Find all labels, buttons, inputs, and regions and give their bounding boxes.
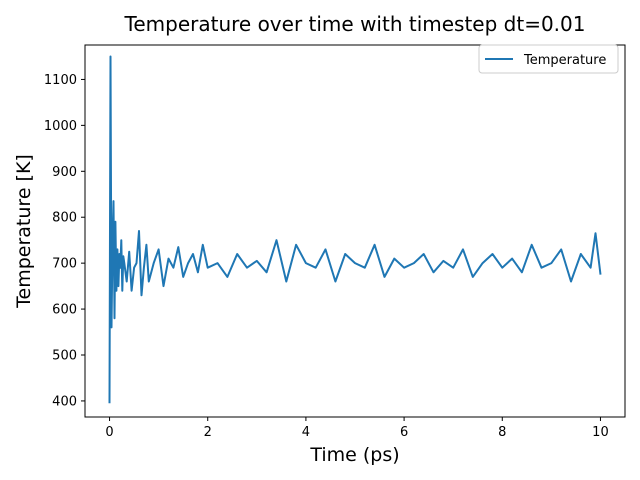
legend-box — [478, 44, 619, 74]
x-tick-label: 2 — [204, 425, 212, 440]
plot-frame — [84, 44, 626, 418]
y-tick-label: 900 — [52, 165, 77, 180]
series-line-0 — [108, 55, 602, 404]
y-tick-label: 800 — [52, 211, 77, 226]
x-tick-label: 6 — [400, 425, 408, 440]
y-axis-ticks: 400 500 600 700 800 900 1000 1100 — [44, 73, 85, 409]
series-group — [108, 55, 602, 404]
y-tick-label: 700 — [52, 257, 77, 272]
x-axis-ticks: 0 2 4 6 8 10 — [105, 417, 609, 440]
x-tick-label: 8 — [498, 425, 506, 440]
x-tick-label: 10 — [592, 425, 609, 440]
y-tick-label: 1000 — [44, 119, 77, 134]
x-tick-label: 0 — [105, 425, 113, 440]
plot-background — [85, 45, 625, 417]
y-axis-label: Temperature [K] — [13, 154, 35, 309]
y-tick-label: 500 — [52, 349, 77, 364]
chart-title: Temperature over time with timestep dt=0… — [124, 12, 586, 36]
y-tick-label: 600 — [52, 303, 77, 318]
x-axis-label: Time (ps) — [309, 444, 399, 466]
legend: Temperature — [478, 44, 619, 74]
y-tick-label: 400 — [52, 394, 77, 409]
x-tick-label: 4 — [302, 425, 310, 440]
y-tick-label: 1100 — [44, 73, 77, 88]
legend-label: Temperature — [523, 53, 606, 68]
